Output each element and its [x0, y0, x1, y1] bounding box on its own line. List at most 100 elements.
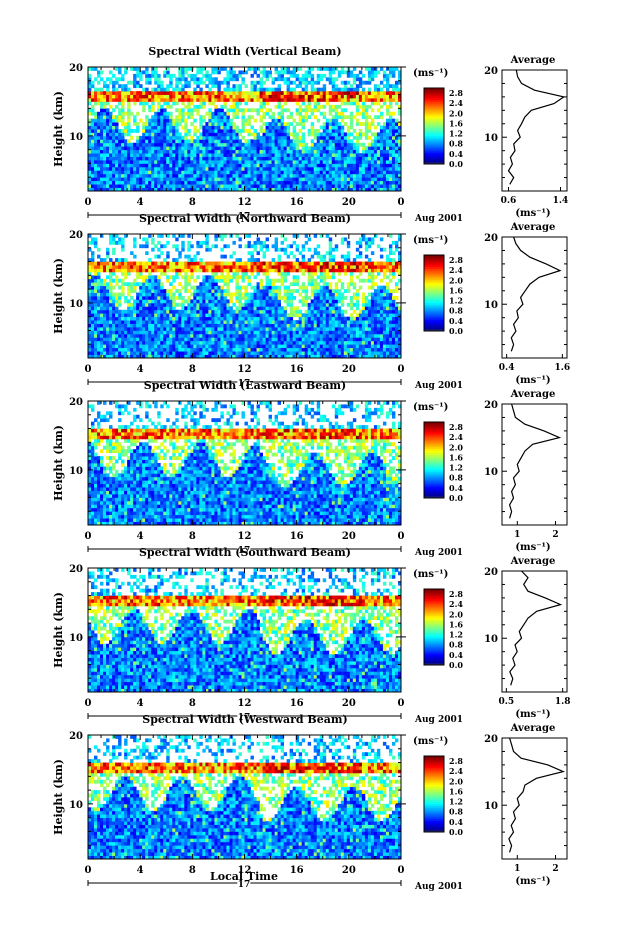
heatmap-cell [289, 184, 294, 188]
heatmap-cell [130, 98, 134, 102]
heatmap-cell [340, 163, 345, 168]
heatmap-cell [166, 330, 170, 335]
heatmap-cell [166, 327, 170, 331]
heatmap-cell [229, 170, 233, 175]
heatmap-cell [373, 146, 378, 151]
heatmap-cell [202, 340, 206, 345]
heatmap-cell [199, 340, 203, 345]
heatmap-cell [253, 180, 257, 185]
heatmap-cell [379, 173, 384, 178]
heatmap-cell [193, 278, 197, 283]
heatmap-cell [286, 163, 291, 168]
heatmap-cell [358, 180, 363, 185]
heatmap-cell [196, 173, 200, 178]
heatmap-cell [103, 94, 107, 99]
heatmap-cell [175, 166, 179, 171]
heatmap-cell [268, 320, 272, 324]
heatmap-cell [181, 265, 185, 269]
heatmap-cell [205, 160, 209, 164]
heatmap-cell [100, 125, 104, 130]
heatmap-cell [358, 153, 363, 157]
heatmap-cell [184, 275, 188, 280]
heatmap-cell [127, 354, 131, 359]
heatmap-cell [133, 282, 137, 287]
heatmap-cell [373, 173, 378, 178]
heatmap-cell [88, 98, 92, 102]
heatmap-cell [142, 101, 146, 106]
heatmap-cell [127, 282, 131, 287]
heatmap-cell [289, 94, 294, 99]
heatmap-cell [163, 94, 167, 99]
heatmap-cell [97, 330, 101, 335]
heatmap-cell [214, 160, 218, 164]
heatmap-cell [157, 98, 161, 102]
heatmap-cell [187, 146, 191, 151]
heatmap-cell [388, 139, 393, 144]
heatmap-cell [208, 323, 212, 328]
heatmap-cell [247, 177, 251, 182]
heatmap-cell [286, 180, 291, 185]
heatmap-cell [232, 240, 236, 245]
heatmap-cell [199, 296, 203, 300]
heatmap-cell [238, 237, 242, 242]
heatmap-cell [172, 187, 176, 192]
heatmap-cell [97, 139, 101, 144]
heatmap-cell [94, 132, 98, 137]
heatmap-cell [106, 125, 110, 130]
heatmap-cell [220, 122, 224, 126]
heatmap-cell [97, 320, 101, 324]
heatmap-cell [130, 344, 134, 349]
heatmap-cell [193, 104, 197, 109]
heatmap-cell [136, 149, 140, 154]
heatmap-cell [235, 296, 239, 300]
x-tick-label: 12 [238, 197, 252, 208]
heatmap-cell [148, 122, 152, 126]
heatmap-cell [343, 94, 348, 99]
heatmap-cell [196, 108, 200, 113]
heatmap-cell [244, 309, 248, 314]
heatmap-cell [394, 122, 399, 126]
heatmap-cell [115, 320, 119, 324]
heatmap-cell [94, 180, 98, 185]
heatmap-cell [181, 108, 185, 113]
heatmap-cell [190, 292, 194, 297]
heatmap-cell [262, 98, 266, 102]
heatmap-cell [391, 187, 396, 192]
heatmap-cell [199, 323, 203, 328]
heatmap-cell [232, 98, 236, 102]
heatmap-cell [169, 163, 173, 168]
heatmap-cell [172, 313, 176, 318]
heatmap-cell [97, 135, 101, 140]
heatmap-cell [181, 87, 185, 92]
heatmap-cell [106, 94, 110, 99]
heatmap-cell [223, 77, 227, 82]
heatmap-cell [166, 73, 170, 78]
heatmap-cell [319, 125, 324, 130]
heatmap-cell [196, 313, 200, 318]
heatmap-cell [217, 173, 221, 178]
heatmap-cell [286, 135, 291, 140]
heatmap-cell [271, 184, 275, 188]
heatmap-cell [91, 323, 95, 328]
heatmap-cell [160, 122, 164, 126]
heatmap-cell [325, 139, 330, 144]
heatmap-cell [136, 80, 140, 85]
heatmap-cell [217, 149, 221, 154]
heatmap-cell [310, 87, 315, 92]
heatmap-cell [229, 306, 233, 311]
heatmap-cell [223, 80, 227, 85]
heatmap-cell [121, 84, 125, 89]
colorbar-swatch [424, 95, 444, 98]
heatmap-cell [214, 149, 218, 154]
heatmap-cell [106, 275, 110, 280]
heatmap-cell [205, 309, 209, 314]
heatmap-cell [151, 70, 155, 75]
heatmap-cell [154, 115, 158, 120]
heatmap-cell [229, 340, 233, 345]
heatmap-cell [208, 125, 212, 130]
heatmap-cell [259, 146, 263, 151]
heatmap-cell [211, 292, 215, 297]
heatmap-cell [238, 265, 242, 269]
heatmap-cell [274, 94, 279, 99]
heatmap-cell [175, 323, 179, 328]
